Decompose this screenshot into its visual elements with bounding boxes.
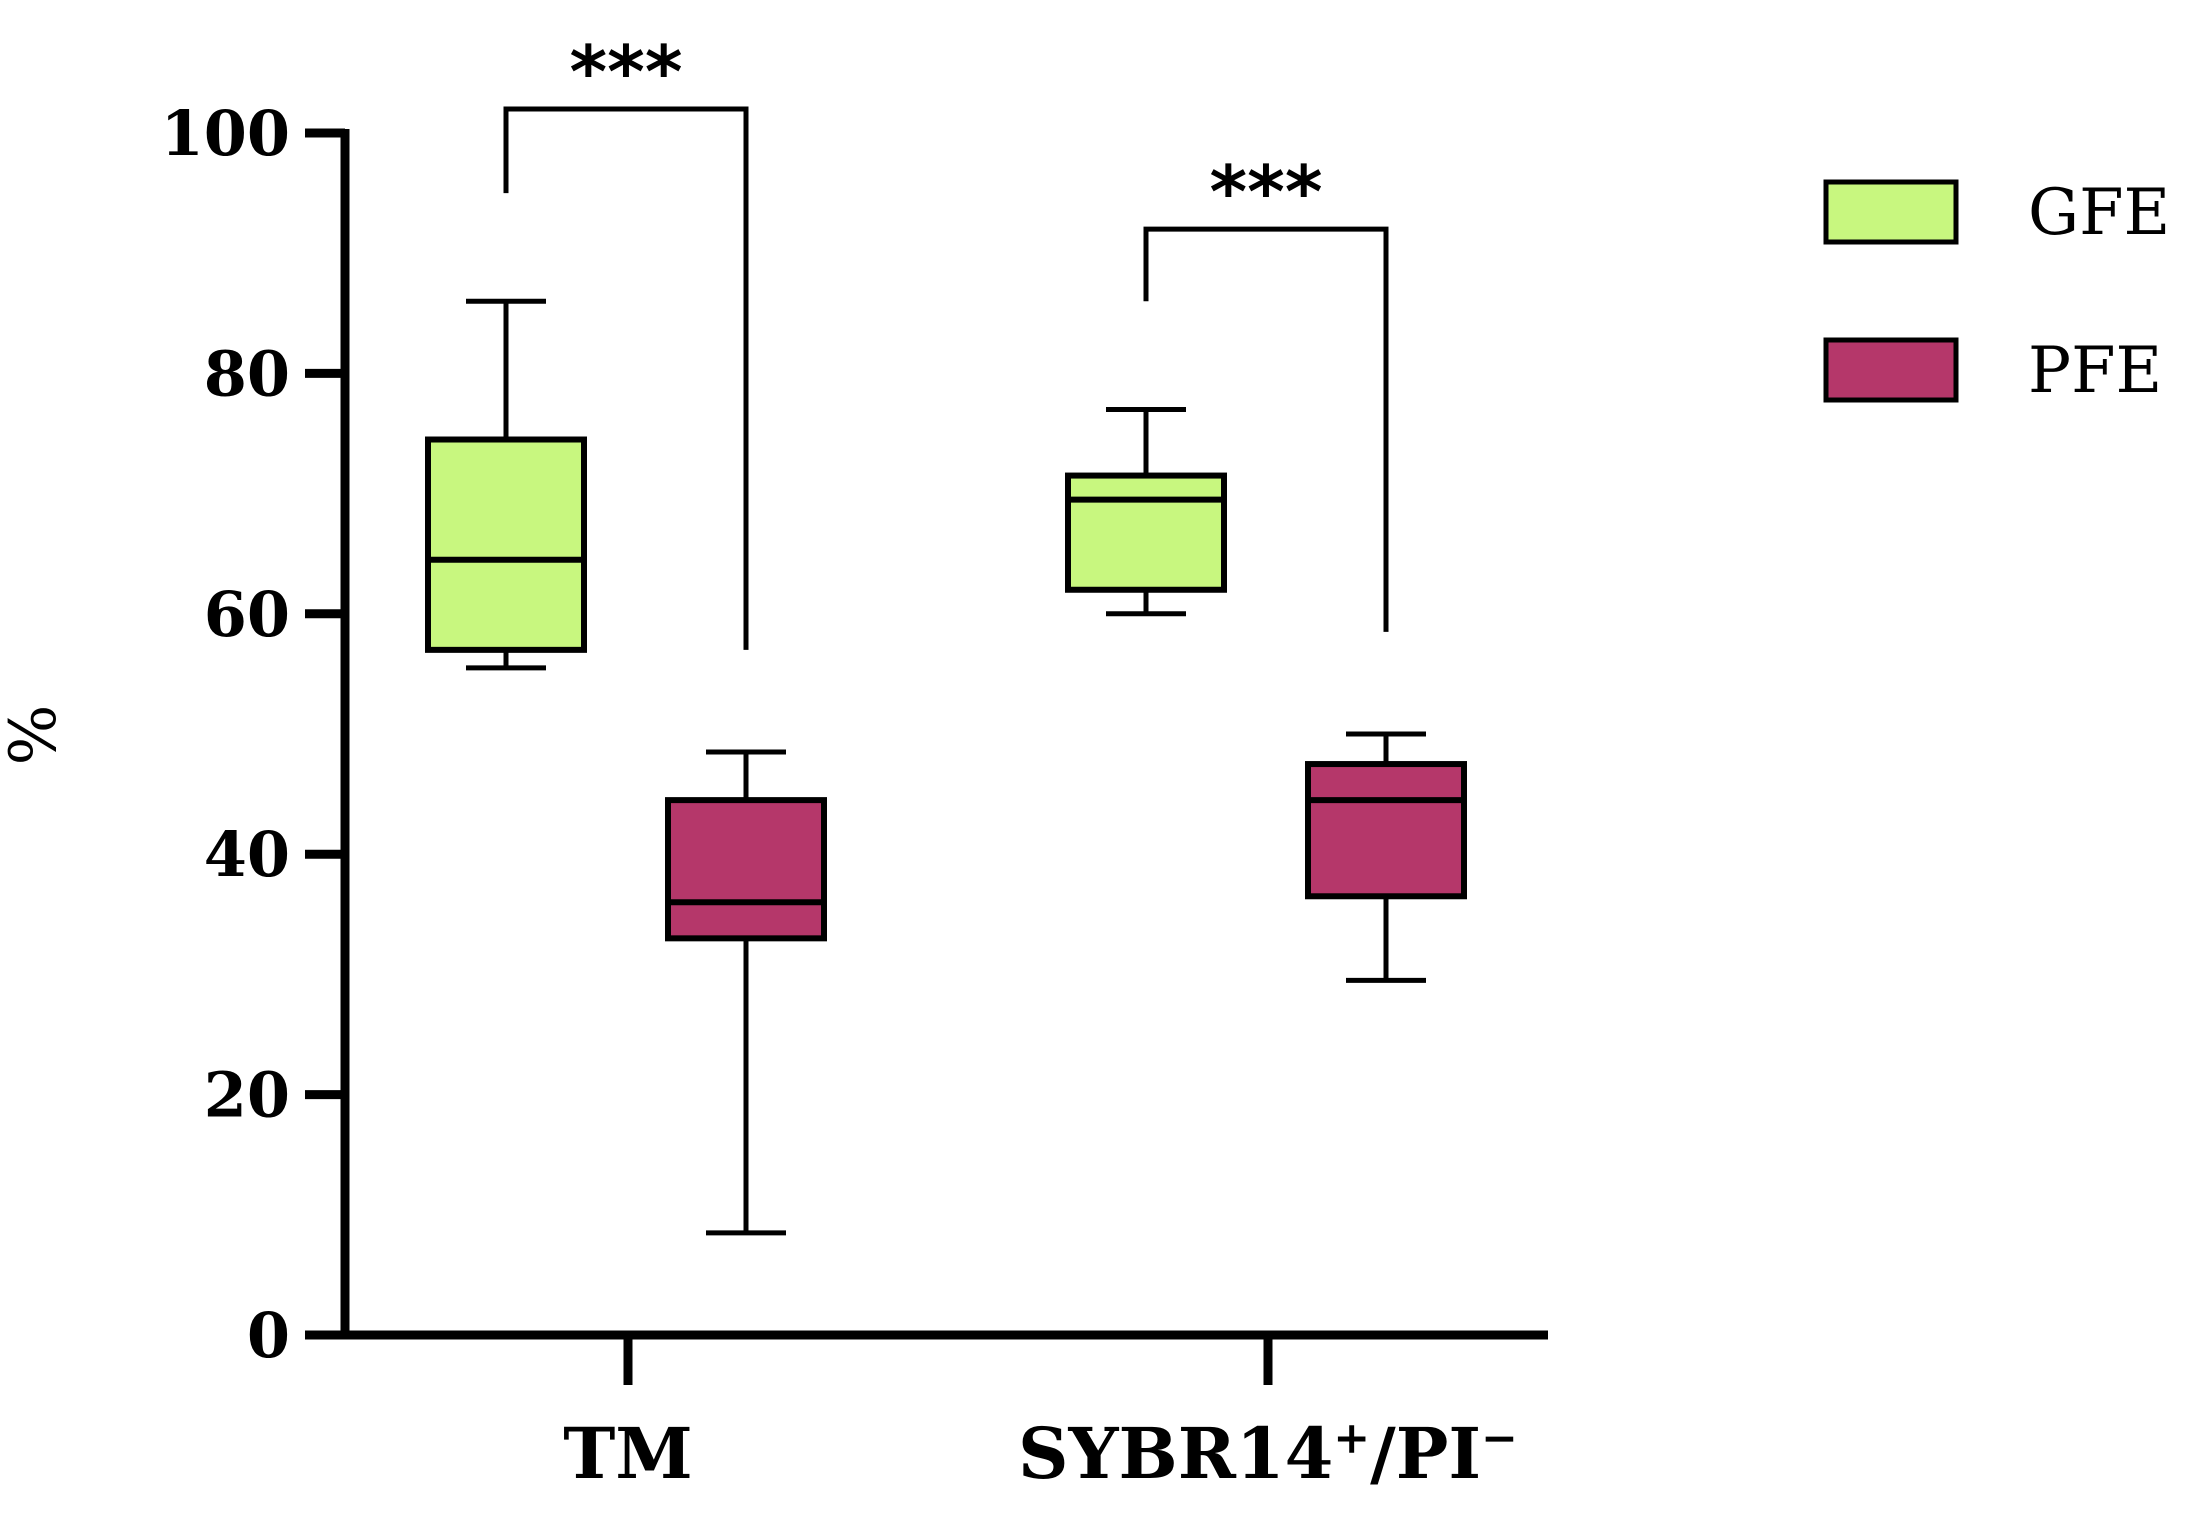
y-tick-label: 40	[204, 818, 290, 891]
box-pfe-tm	[665, 749, 827, 1236]
y-tick-label: 80	[204, 337, 290, 410]
y-tick-label: 60	[204, 578, 290, 651]
x-axis: TM SYBR14+/PI−	[341, 1330, 1548, 1495]
legend-label-gfe: GFE	[2028, 176, 2170, 250]
significance-label: ***	[570, 30, 683, 114]
legend: GFE PFE	[1823, 176, 2170, 408]
y-axis-label: %	[0, 705, 71, 766]
box-plots	[425, 298, 1467, 1236]
box-iqr	[1305, 761, 1467, 900]
box-gfe-sybr	[1065, 406, 1227, 617]
significance-annotations: *** ***	[503, 30, 1389, 650]
box-gfe-tm	[425, 298, 587, 671]
significance-bracket	[1143, 226, 1389, 632]
box-pfe-sybr	[1305, 731, 1467, 983]
legend-label-pfe: PFE	[2028, 334, 2162, 408]
x-category-label-sybr: SYBR14+/PI−	[1018, 1412, 1518, 1495]
x-category-label-tm: TM	[563, 1412, 693, 1495]
box-iqr	[665, 797, 827, 942]
box-iqr	[1065, 472, 1227, 593]
legend-swatch-gfe	[1823, 179, 1959, 245]
box-iqr	[425, 436, 587, 653]
y-tick-label: 100	[161, 97, 290, 170]
legend-swatch-pfe	[1823, 337, 1959, 403]
significance-bracket	[503, 106, 749, 650]
y-tick-label: 0	[247, 1299, 290, 1372]
significance-label: ***	[1210, 150, 1323, 234]
y-axis: 0 20 40 60 80 100	[161, 97, 350, 1372]
y-tick-label: 20	[204, 1059, 290, 1132]
